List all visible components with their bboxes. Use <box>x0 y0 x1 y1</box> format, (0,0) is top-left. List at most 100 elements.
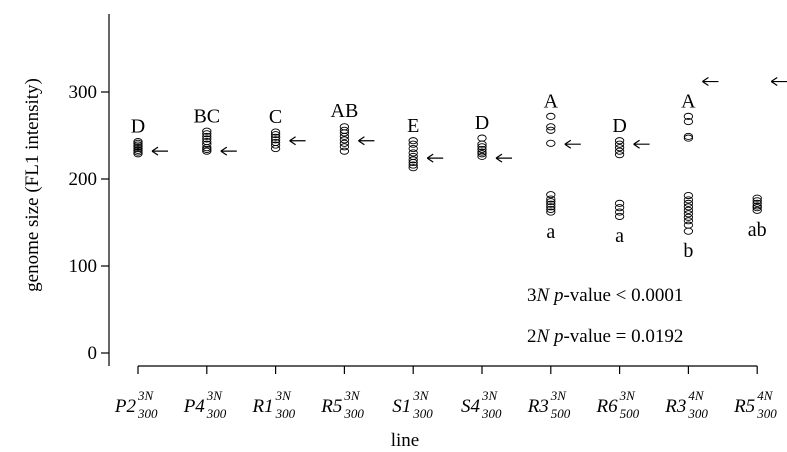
data-point <box>202 140 212 148</box>
data-point <box>408 161 418 169</box>
data-point <box>408 137 418 145</box>
data-point <box>133 138 143 146</box>
x-tick-label: R5 <box>320 396 342 417</box>
x-axis-label: line <box>391 430 420 451</box>
data-point <box>546 203 556 211</box>
y-axis-label: genome size (FL1 intensity) <box>22 78 43 292</box>
arrow-marker <box>289 136 306 146</box>
data-point <box>477 152 487 160</box>
arrows <box>151 77 787 163</box>
x-tick-label: R6 <box>595 396 618 417</box>
data-point <box>683 221 694 229</box>
x-tick-label-superscript: 3N <box>275 388 293 403</box>
group-label-upper: A <box>544 90 559 112</box>
group-label-upper: AB <box>331 100 359 122</box>
data-point <box>614 144 625 152</box>
group-label-upper: C <box>269 106 282 128</box>
data-point <box>408 152 418 160</box>
x-tick-label: P4 <box>183 396 206 417</box>
x-tick-label-subscript: 300 <box>687 406 708 421</box>
data-point <box>683 196 694 204</box>
y-ticks: 0 100 200 300 <box>69 82 109 364</box>
group-label-upper: E <box>407 115 419 137</box>
axes <box>108 14 758 367</box>
group-label-lower: b <box>683 240 693 262</box>
data-point <box>202 127 212 135</box>
x-tick-label-superscript: 3N <box>206 388 224 403</box>
x-tick-label: R3 <box>664 396 686 417</box>
annotation-3n-pvalue: 3N p-value < 0.0001 <box>527 285 683 306</box>
group-label-upper: D <box>475 112 489 134</box>
data-point <box>546 195 556 203</box>
data-point <box>614 208 625 216</box>
data-point <box>546 198 556 206</box>
data-point <box>202 135 212 143</box>
data-point <box>683 213 694 221</box>
data-point <box>752 206 762 214</box>
annotation-2n-pvalue: 2N p-value = 0.0192 <box>527 326 683 347</box>
x-tick-label-subscript: 300 <box>343 406 364 421</box>
data-point <box>202 130 212 138</box>
data-points <box>133 112 762 235</box>
data-point <box>614 212 625 220</box>
annotation-3n-p: p <box>552 285 564 306</box>
data-point <box>752 197 762 205</box>
x-tick-label-superscript: 3N <box>550 388 568 403</box>
data-point <box>546 191 556 199</box>
data-point <box>546 208 556 216</box>
annotation-3n-value: -value < 0.0001 <box>563 285 683 306</box>
y-tick-label: 200 <box>69 169 98 190</box>
data-point <box>546 200 556 208</box>
x-tick-label-superscript: 3N <box>619 388 637 403</box>
data-point <box>683 134 694 142</box>
group-label-lower: a <box>615 225 624 247</box>
annotation-2n-value: -value = 0.0192 <box>563 326 683 347</box>
data-point <box>683 227 694 235</box>
x-tick-label-subscript: 300 <box>756 406 777 421</box>
data-point <box>546 123 556 131</box>
x-tick-label-subscript: 300 <box>481 406 502 421</box>
group-label-upper: BC <box>193 105 220 127</box>
x-tick-label-superscript: 3N <box>343 388 361 403</box>
x-tick-label: P2 <box>114 396 137 417</box>
arrow-marker <box>633 139 650 149</box>
group-label-upper: D <box>612 115 626 137</box>
data-point <box>270 141 281 149</box>
annotation-2n-prefix: 2 <box>527 326 537 347</box>
annotation-3n-n: N <box>536 285 551 306</box>
data-point <box>408 164 418 172</box>
data-point <box>408 144 418 153</box>
x-tick-label-superscript: 3N <box>137 388 155 403</box>
annotation-2n-p: p <box>552 326 564 347</box>
arrow-marker <box>358 136 375 146</box>
group-label-upper: A <box>681 90 696 112</box>
group-label-lower: a <box>546 221 555 243</box>
data-point <box>339 126 350 134</box>
x-tick-label-subscript: 300 <box>137 406 158 421</box>
data-point <box>339 147 350 155</box>
x-tick-label-subscript: 300 <box>206 406 227 421</box>
data-point <box>683 203 694 211</box>
arrow-marker <box>426 153 444 163</box>
x-tick-label: R3 <box>527 396 549 417</box>
x-tick-label: S1 <box>392 396 411 417</box>
data-point <box>270 136 281 144</box>
data-point <box>270 128 281 136</box>
data-point <box>614 204 625 212</box>
arrow-marker <box>151 146 168 156</box>
x-tick-label-superscript: 3N <box>412 388 430 403</box>
data-point <box>683 132 694 140</box>
data-point <box>339 139 350 147</box>
data-point <box>408 140 418 148</box>
x-tick-label-subscript: 300 <box>275 406 296 421</box>
data-point <box>477 145 487 153</box>
data-point <box>683 112 694 120</box>
data-point <box>683 206 694 214</box>
data-point <box>339 123 350 131</box>
data-point <box>683 217 694 225</box>
arrow-marker <box>702 77 719 87</box>
arrow-marker <box>770 77 787 87</box>
data-point <box>614 199 625 207</box>
